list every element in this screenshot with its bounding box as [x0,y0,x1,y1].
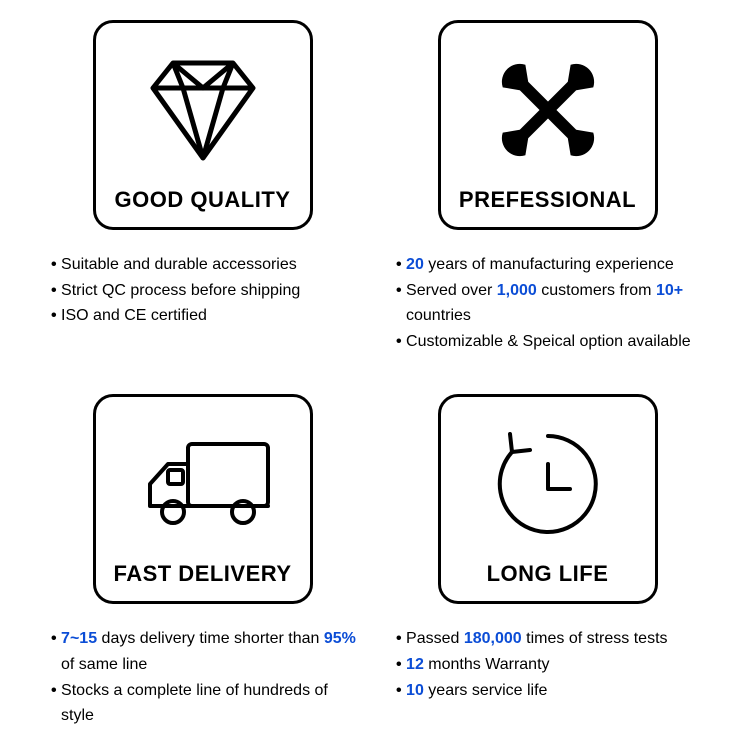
bullet-item: Strict QC process before shipping [45,278,360,304]
feature-cell-long-life: LONG LIFE Passed 180,000 times of stress… [385,394,710,728]
bullet-list: Suitable and durable accessoriesStrict Q… [40,252,365,329]
diamond-icon [106,33,300,187]
bullet-item: Passed 180,000 times of stress tests [390,626,705,652]
bullet-item: Served over 1,000 customers from 10+ cou… [390,278,705,329]
feature-grid: GOOD QUALITY Suitable and durable access… [40,20,710,729]
bullet-list: 20 years of manufacturing experienceServ… [385,252,710,354]
bullet-item: 20 years of manufacturing experience [390,252,705,278]
clock-refresh-icon [451,407,645,561]
card-title: FAST DELIVERY [113,561,291,591]
bullet-item: 10 years service life [390,678,705,704]
feature-cell-good-quality: GOOD QUALITY Suitable and durable access… [40,20,365,354]
feature-card-long-life: LONG LIFE [438,394,658,604]
feature-card-good-quality: GOOD QUALITY [93,20,313,230]
bullet-list: 7~15 days delivery time shorter than 95%… [40,626,365,728]
bullet-item: Suitable and durable accessories [45,252,360,278]
card-title: PREFESSIONAL [459,187,636,217]
bullet-item: Customizable & Speical option available [390,329,705,355]
bullet-item: Stocks a complete line of hundreds of st… [45,678,360,729]
card-title: GOOD QUALITY [115,187,291,217]
bullet-list: Passed 180,000 times of stress tests12 m… [385,626,710,703]
feature-cell-prefessional: PREFESSIONAL 20 years of manufacturing e… [385,20,710,354]
bullet-item: ISO and CE certified [45,303,360,329]
feature-card-prefessional: PREFESSIONAL [438,20,658,230]
wrench-cross-icon [451,33,645,187]
truck-icon [106,407,300,561]
feature-card-fast-delivery: FAST DELIVERY [93,394,313,604]
bullet-item: 12 months Warranty [390,652,705,678]
bullet-item: 7~15 days delivery time shorter than 95%… [45,626,360,677]
card-title: LONG LIFE [487,561,609,591]
feature-cell-fast-delivery: FAST DELIVERY 7~15 days delivery time sh… [40,394,365,728]
